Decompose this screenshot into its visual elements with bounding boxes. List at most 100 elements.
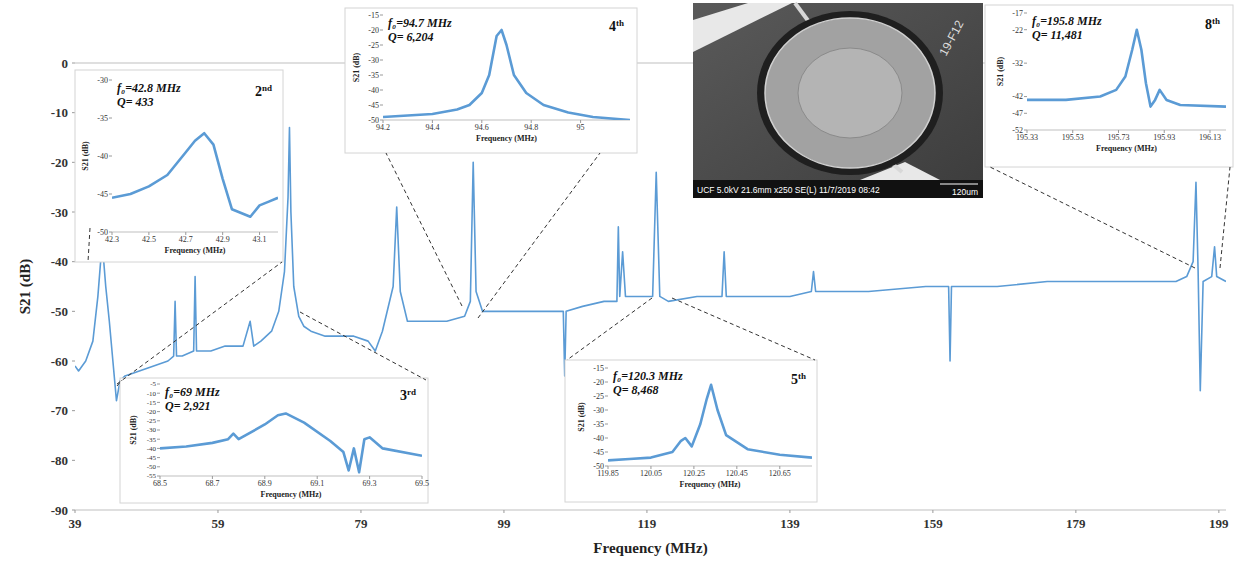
x-tick-label: 99 <box>497 516 511 531</box>
x-tick-label: 159 <box>923 516 943 531</box>
x-axis-title: Frequency (MHz) <box>1096 144 1157 153</box>
y-axis-title: S21 (dB) <box>17 259 34 314</box>
inset-background <box>345 8 637 153</box>
x-tick-label: 43.1 <box>253 235 267 244</box>
inset-background <box>120 378 428 503</box>
y-tick <box>380 30 383 31</box>
x-tick <box>1075 510 1076 513</box>
plot-area <box>112 133 278 217</box>
leader-line <box>88 228 90 262</box>
y-tick <box>72 63 75 64</box>
y-tick <box>1024 113 1027 114</box>
y-tick-label: -45 <box>593 448 604 457</box>
sem-image: 19-F12UCF 5.0kV 21.6mm x250 SE(L) 11/7/2… <box>693 3 983 198</box>
y-tick-label: -10 <box>147 390 157 398</box>
x-tick-label: 199 <box>1209 516 1229 531</box>
y-tick-label: -50 <box>51 304 68 319</box>
y-tick <box>157 402 160 403</box>
y-tick-label: -15 <box>593 364 604 373</box>
y-tick <box>1024 130 1027 131</box>
y-tick-label: -40 <box>593 434 604 443</box>
leader-line <box>1220 167 1230 268</box>
x-tick-label: 119 <box>638 516 657 531</box>
y-tick <box>72 510 75 511</box>
x-axis-title: Frequency (MHz) <box>261 490 322 499</box>
y-tick-label: -10 <box>51 105 68 120</box>
leader-line <box>117 262 282 384</box>
y-tick <box>380 60 383 61</box>
y-tick <box>605 452 608 453</box>
x-tick-label: 196.13 <box>1199 133 1221 142</box>
inset-background <box>985 5 1233 167</box>
x-tick-label: 94.4 <box>425 123 439 132</box>
y-tick <box>72 361 75 362</box>
y-tick-label: -50 <box>97 228 108 237</box>
y-tick-label: -40 <box>147 445 157 453</box>
x-tick <box>789 510 790 513</box>
y-tick <box>157 393 160 394</box>
mode-number: 5 <box>791 372 798 387</box>
x-tick-label: 68.9 <box>258 479 272 488</box>
x-tick <box>360 510 361 513</box>
y-tick <box>72 311 75 312</box>
x-axis-line <box>1027 130 1226 131</box>
y-axis-title: S21 (dB) <box>81 141 90 171</box>
y-tick <box>380 45 383 46</box>
resonance-frequency: f₀=94.7 MHz <box>388 16 452 30</box>
y-axis-title: S21 (dB) <box>577 402 586 432</box>
y-tick <box>605 396 608 397</box>
y-tick <box>605 466 608 467</box>
y-tick-label: -40 <box>368 86 379 95</box>
mode-number: 8 <box>1205 17 1212 32</box>
x-tick-label: 120.25 <box>683 469 705 478</box>
x-tick-label: 94.6 <box>475 123 489 132</box>
y-tick <box>72 410 75 411</box>
y-tick <box>380 90 383 91</box>
inset-chart: 68.568.768.969.169.369.5-55-50-45-40-35-… <box>120 378 429 503</box>
x-tick-label: 120.05 <box>640 469 662 478</box>
y-tick <box>157 457 160 458</box>
x-tick-label: 42.7 <box>179 235 193 244</box>
y-tick-label: -52 <box>1012 126 1023 135</box>
y-tick-label: -20 <box>147 408 157 416</box>
mode-label: 4th <box>609 18 624 34</box>
y-tick-label: -30 <box>51 205 68 220</box>
y-tick-label: -80 <box>51 453 68 468</box>
inset-background <box>565 360 817 502</box>
y-tick-label: -25 <box>368 41 379 50</box>
y-tick-label: -30 <box>593 406 604 415</box>
disk <box>765 18 935 168</box>
y-tick-label: -32 <box>1012 59 1023 68</box>
spectrum-line <box>383 30 630 120</box>
y-tick-label: -5 <box>150 380 156 388</box>
mode-number: 2 <box>255 84 262 99</box>
x-tick <box>932 510 933 513</box>
y-tick-label: -25 <box>147 417 157 425</box>
x-axis-line <box>112 232 278 233</box>
x-tick <box>503 510 504 513</box>
y-tick <box>109 118 112 119</box>
y-tick <box>380 120 383 121</box>
resonance-frequency: f₀=42.8 MHz <box>117 81 181 95</box>
figure: 39597999119139159179199-90-80-70-60-50-4… <box>0 0 1238 563</box>
y-tick <box>157 439 160 440</box>
x-tick-label: 42.5 <box>142 235 156 244</box>
y-tick-label: 0 <box>62 56 69 71</box>
inset-background <box>75 70 283 262</box>
y-tick-label: -35 <box>147 436 157 444</box>
y-tick-label: -55 <box>147 472 157 480</box>
leader-line <box>478 153 600 318</box>
x-axis-line <box>383 120 630 121</box>
sample-label: 19-F12 <box>936 18 966 58</box>
scale-bar-label: 120um <box>952 187 978 197</box>
x-tick-label: 59 <box>211 516 225 531</box>
y-tick-label: -40 <box>51 254 68 269</box>
y-tick <box>605 424 608 425</box>
mode-label: 3rd <box>400 387 416 403</box>
y-tick <box>157 384 160 385</box>
y-tick-label: -20 <box>51 155 68 170</box>
x-tick-label: 69.5 <box>415 479 429 488</box>
charts: 39597999119139159179199-90-80-70-60-50-4… <box>17 5 1233 557</box>
y-tick <box>109 156 112 157</box>
y-tick-label: -50 <box>593 462 604 471</box>
